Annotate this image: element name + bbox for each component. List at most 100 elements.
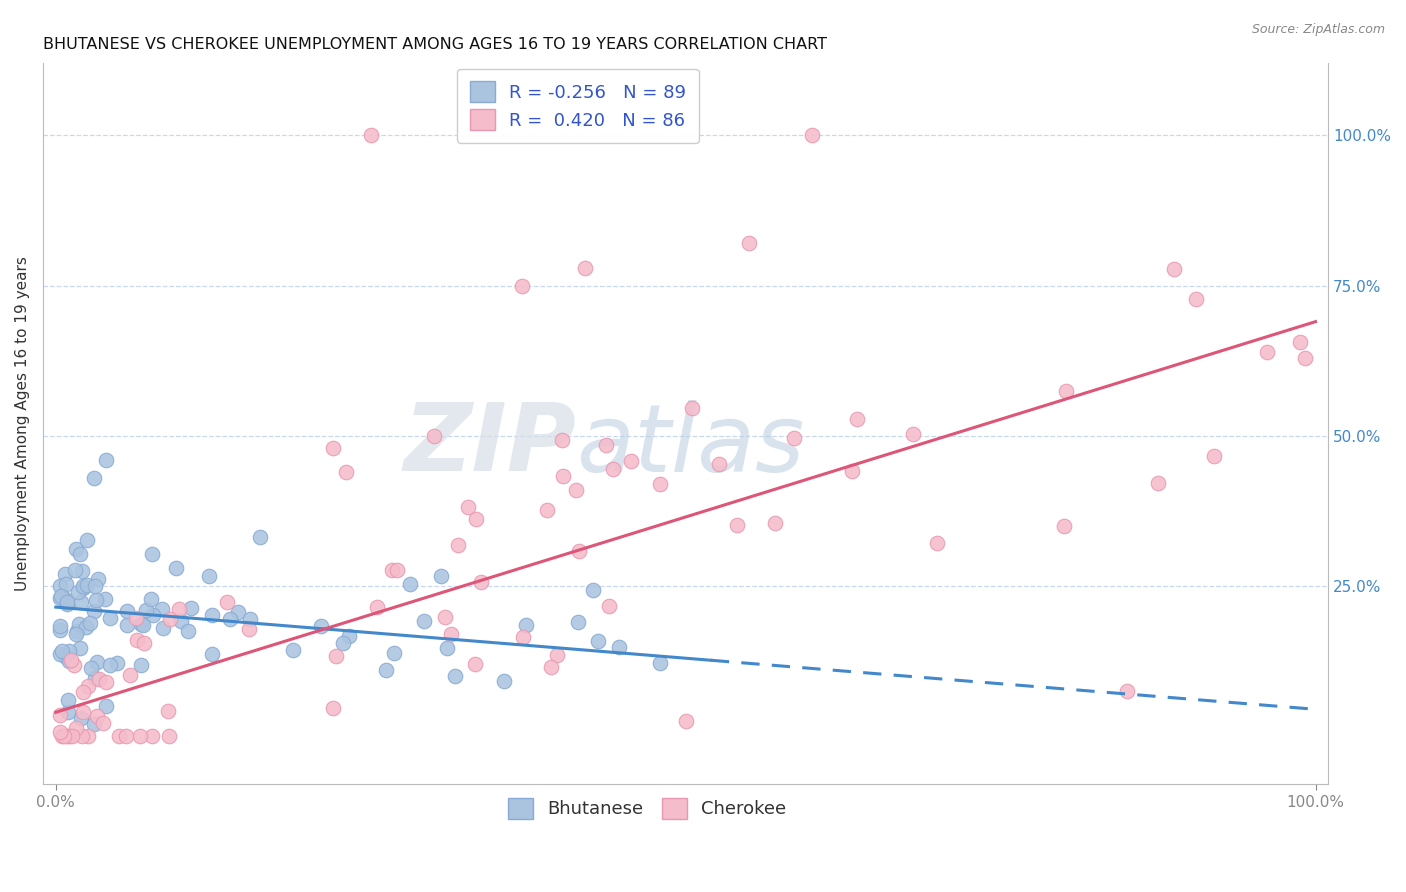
Point	[598, 599, 620, 614]
Point	[129, 616, 152, 631]
Point	[1052, 519, 1074, 533]
Point	[1184, 292, 1206, 306]
Point	[536, 503, 558, 517]
Point	[72, 684, 94, 698]
Point	[239, 612, 262, 626]
Point	[470, 575, 492, 590]
Point	[48, 725, 70, 739]
Point	[58, 654, 80, 668]
Point	[1294, 351, 1316, 365]
Point	[925, 535, 948, 549]
Point	[620, 454, 643, 468]
Point	[219, 612, 242, 626]
Point	[1163, 261, 1185, 276]
Point	[58, 706, 80, 720]
Point	[128, 730, 150, 744]
Point	[515, 618, 537, 632]
Point	[86, 709, 108, 723]
Point	[444, 669, 467, 683]
Point	[96, 699, 118, 714]
Point	[91, 715, 114, 730]
Point	[436, 640, 458, 655]
Y-axis label: Unemployment Among Ages 16 to 19 years: Unemployment Among Ages 16 to 19 years	[15, 256, 30, 591]
Point	[48, 707, 70, 722]
Point	[846, 412, 869, 426]
Point	[76, 730, 98, 744]
Point	[98, 611, 121, 625]
Point	[709, 457, 731, 471]
Point	[80, 661, 103, 675]
Point	[58, 693, 80, 707]
Point	[540, 659, 562, 673]
Point	[360, 128, 382, 143]
Point	[413, 615, 436, 629]
Point	[681, 401, 703, 415]
Point	[56, 730, 79, 744]
Point	[512, 630, 534, 644]
Point	[434, 609, 457, 624]
Point	[94, 675, 117, 690]
Point	[249, 530, 271, 544]
Text: atlas: atlas	[576, 400, 804, 491]
Point	[49, 579, 72, 593]
Point	[1056, 384, 1078, 398]
Point	[55, 576, 77, 591]
Point	[84, 580, 107, 594]
Point	[59, 653, 82, 667]
Point	[675, 714, 697, 729]
Point	[63, 563, 86, 577]
Point	[76, 533, 98, 548]
Point	[75, 620, 97, 634]
Point	[201, 648, 224, 662]
Point	[70, 564, 93, 578]
Point	[132, 617, 155, 632]
Point	[510, 278, 533, 293]
Point	[125, 611, 148, 625]
Point	[765, 516, 787, 531]
Point	[72, 706, 94, 720]
Point	[96, 453, 118, 467]
Point	[58, 643, 80, 657]
Point	[70, 595, 93, 609]
Point	[150, 601, 173, 615]
Point	[114, 730, 136, 744]
Text: BHUTANESE VS CHEROKEE UNEMPLOYMENT AMONG AGES 16 TO 19 YEARS CORRELATION CHART: BHUTANESE VS CHEROKEE UNEMPLOYMENT AMONG…	[44, 37, 827, 53]
Point	[55, 595, 77, 609]
Point	[58, 730, 80, 744]
Point	[238, 622, 260, 636]
Point	[1146, 475, 1168, 490]
Point	[67, 617, 90, 632]
Point	[1202, 449, 1225, 463]
Point	[159, 612, 181, 626]
Point	[551, 468, 574, 483]
Point	[93, 591, 115, 606]
Point	[55, 650, 77, 665]
Point	[177, 624, 200, 639]
Point	[1256, 345, 1278, 359]
Point	[201, 608, 224, 623]
Point	[70, 730, 93, 744]
Point	[83, 604, 105, 618]
Point	[228, 605, 250, 619]
Point	[77, 680, 100, 694]
Point	[118, 668, 141, 682]
Point	[51, 730, 73, 744]
Point	[464, 657, 486, 672]
Point	[337, 629, 360, 643]
Point	[63, 657, 86, 672]
Point	[457, 500, 479, 515]
Point	[76, 578, 98, 592]
Point	[381, 563, 404, 577]
Point	[65, 627, 87, 641]
Point	[72, 579, 94, 593]
Point	[86, 593, 108, 607]
Point	[650, 477, 672, 491]
Point	[399, 577, 422, 591]
Point	[131, 658, 153, 673]
Point	[83, 717, 105, 731]
Point	[440, 627, 463, 641]
Point	[79, 615, 101, 630]
Point	[48, 619, 70, 633]
Point	[100, 657, 122, 672]
Point	[142, 608, 165, 623]
